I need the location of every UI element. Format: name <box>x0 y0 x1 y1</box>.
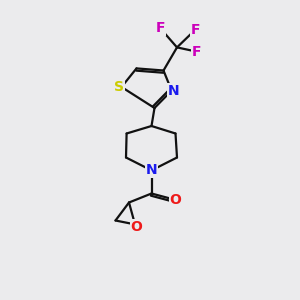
Text: F: F <box>192 45 201 58</box>
Text: O: O <box>169 193 181 206</box>
Text: F: F <box>156 22 165 35</box>
Text: N: N <box>146 164 157 177</box>
Text: N: N <box>168 84 180 98</box>
Text: O: O <box>130 220 142 234</box>
Text: S: S <box>114 80 124 94</box>
Text: F: F <box>190 23 200 37</box>
